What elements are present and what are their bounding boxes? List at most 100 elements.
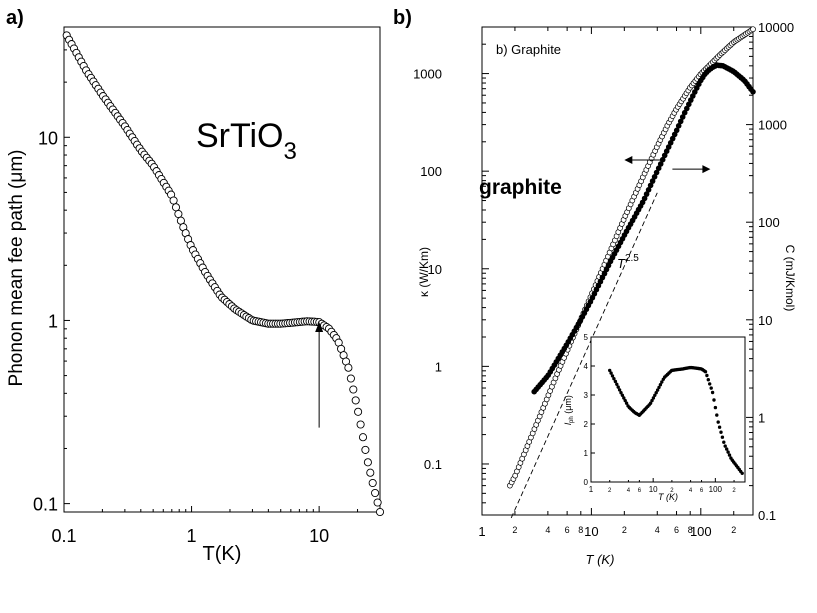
- panel-a-ticks: 0.1 1 10 0.1 1 10: [33, 26, 381, 546]
- inset-data-point: [655, 388, 660, 392]
- inset-data-point: [651, 396, 656, 400]
- x-minor-tick-label: 4: [655, 525, 660, 535]
- data-point: [368, 478, 377, 488]
- data-point-kappa: [653, 169, 660, 176]
- inset-data-point: [709, 386, 713, 390]
- panel-a-frame: [63, 26, 381, 513]
- graphite-annotation: graphite: [479, 176, 562, 199]
- data-point: [171, 203, 181, 212]
- inset-y-tick-label: 2: [584, 420, 589, 429]
- x-minor-tick-label: 6: [674, 525, 679, 535]
- inset-data-series: [608, 365, 744, 475]
- data-point: [358, 433, 368, 442]
- inset-data-point: [648, 401, 653, 405]
- inset-x-tick-label: 1: [589, 485, 594, 494]
- inset-x-minor-label: 4: [689, 488, 693, 494]
- inset-frame: [590, 336, 746, 483]
- data-point-kappa: [641, 195, 648, 202]
- panel-b-series-arrows: [624, 156, 711, 174]
- x-minor-tick-label: 6: [565, 525, 570, 535]
- y-left-tick-label: 1: [435, 359, 442, 374]
- panel-a: a) 0.1 1 10 0.1 1 10 SrTiO3 T(K) Phonon mean …: [6, 7, 385, 565]
- inset-data-point: [716, 420, 720, 424]
- data-point-kappa: [681, 109, 688, 116]
- data-point: [356, 420, 365, 429]
- inset-data-point: [710, 390, 715, 395]
- inset-data-point: [624, 401, 629, 405]
- data-point-kappa: [647, 182, 654, 189]
- data-point-kappa: [675, 123, 682, 129]
- data-point-kappa: [684, 105, 690, 112]
- y-right-tick-label: 0.1: [758, 508, 776, 523]
- y-tick-label: 10: [38, 128, 58, 148]
- panel-b-left-y-axis-label: κ (W/Km): [417, 247, 431, 297]
- x-minor-tick-label: 8: [578, 525, 583, 535]
- x-tick-label: 10: [309, 526, 329, 546]
- data-point-kappa: [655, 165, 662, 171]
- inset-data-point: [619, 391, 623, 395]
- panel-b-title: b) Graphite: [496, 42, 561, 57]
- inset-x-minor-label: 6: [700, 488, 704, 494]
- inset-x-minor-label: 2: [732, 488, 736, 494]
- panel-b-right-y-axis-label: C (mJ/Kmol): [783, 245, 797, 312]
- data-point-kappa: [661, 152, 668, 159]
- arrow-head: [315, 322, 324, 333]
- data-point: [373, 498, 382, 507]
- inset-data-point: [722, 440, 726, 444]
- data-point-kappa: [669, 135, 676, 142]
- data-point-specific-heat: [750, 26, 756, 33]
- x-minor-tick-label: 2: [622, 525, 627, 535]
- inset-data-point: [609, 371, 613, 375]
- inset-data-point: [720, 435, 725, 439]
- panel-a-y-axis-label: Phonon mean fee path (μm): [6, 150, 27, 387]
- inset-data-point: [623, 398, 627, 403]
- inset-data-point: [608, 368, 612, 373]
- data-point: [351, 396, 360, 405]
- data-point-kappa: [643, 191, 650, 197]
- kappa-arrow-head: [624, 156, 633, 165]
- panel-a-arrow: [315, 322, 324, 428]
- data-point-kappa: [657, 161, 664, 167]
- data-point: [366, 468, 375, 477]
- data-point: [354, 407, 363, 416]
- panel-b-label: b): [393, 7, 412, 29]
- y-left-tick-label: 100: [420, 164, 442, 179]
- data-point-kappa: [677, 118, 684, 125]
- panel-a-x-axis-label: T(K): [203, 543, 242, 565]
- inset-data-point: [705, 373, 709, 378]
- inset-x-minor-label: 2: [608, 488, 612, 494]
- panel-b-frame: [481, 26, 754, 516]
- inset-y-tick-label: 4: [584, 362, 589, 371]
- inset-data-point: [620, 393, 625, 397]
- inset-y-tick-label: 1: [584, 449, 589, 458]
- inset-x-minor-label: 4: [627, 488, 631, 494]
- inset-data-point: [616, 385, 620, 389]
- data-point-kappa: [665, 144, 672, 150]
- inset-data-point: [717, 425, 722, 429]
- inset-data-point: [658, 383, 663, 387]
- inset-data-point: [723, 444, 727, 448]
- data-point-kappa: [679, 114, 686, 120]
- inset-y-tick-label: 5: [584, 333, 589, 342]
- inset-data-point: [725, 447, 729, 451]
- inset-x-tick-label: 100: [709, 485, 723, 494]
- inset-data-point: [622, 396, 626, 400]
- data-point-kappa: [651, 174, 658, 180]
- data-point: [363, 458, 372, 467]
- inset-data-point: [712, 398, 716, 402]
- inset-x-minor-label: 6: [638, 488, 642, 494]
- data-point: [349, 385, 358, 394]
- power-law-label: T2.5: [617, 253, 639, 271]
- inset-y-axis-label: lph (μm): [563, 395, 575, 425]
- data-point-kappa: [659, 156, 666, 163]
- y-right-tick-label: 1000: [758, 118, 787, 133]
- specific-heat-arrow-head: [702, 165, 711, 174]
- inset-x-tick-label: 10: [649, 485, 658, 494]
- y-tick-label: 1: [48, 311, 58, 331]
- inset-data-point: [740, 471, 744, 475]
- y-left-tick-label: 1000: [413, 67, 442, 82]
- data-point: [361, 445, 370, 454]
